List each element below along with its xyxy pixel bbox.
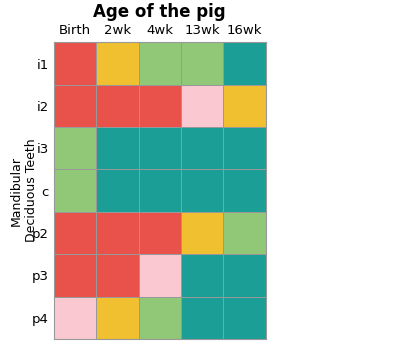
Bar [96, 85, 139, 127]
Bar [139, 254, 181, 297]
Bar [181, 212, 223, 254]
Bar [223, 42, 266, 85]
FancyBboxPatch shape [282, 182, 293, 211]
Text: not erupted: not erupted [303, 89, 372, 102]
Bar [181, 42, 223, 85]
Bar [181, 127, 223, 169]
Bar [139, 212, 181, 254]
FancyBboxPatch shape [282, 131, 293, 161]
Bar [223, 297, 266, 339]
Bar [223, 169, 266, 212]
Bar [96, 42, 139, 85]
Bar [181, 85, 223, 127]
Bar [54, 42, 96, 85]
Bar [54, 169, 96, 212]
Bar [181, 297, 223, 339]
Bar [96, 212, 139, 254]
Bar [54, 212, 96, 254]
Bar [139, 42, 181, 85]
Bar [223, 212, 266, 254]
Bar [96, 127, 139, 169]
Bar [139, 127, 181, 169]
Bar [139, 297, 181, 339]
Bar [139, 169, 181, 212]
Bar [54, 254, 96, 297]
Bar [96, 169, 139, 212]
Text: >3/4 crown erupted: >3/4 crown erupted [303, 291, 400, 304]
Bar [223, 254, 266, 297]
Bar [54, 85, 96, 127]
Bar [223, 127, 266, 169]
Bar [96, 297, 139, 339]
FancyBboxPatch shape [282, 282, 293, 312]
FancyBboxPatch shape [282, 81, 293, 110]
Text: about to erupt: about to erupt [303, 140, 388, 152]
Bar [181, 169, 223, 212]
Bar [181, 254, 223, 297]
Bar [139, 85, 181, 127]
Title: Age of the pig: Age of the pig [94, 4, 226, 22]
Bar [96, 254, 139, 297]
Text: <1/2 crown erupted: <1/2 crown erupted [303, 190, 400, 203]
Bar [54, 127, 96, 169]
Bar [223, 85, 266, 127]
Bar [54, 297, 96, 339]
FancyBboxPatch shape [282, 232, 293, 262]
Text: >1/2 crown erupted: >1/2 crown erupted [303, 240, 400, 253]
Y-axis label: Mandibular
Deciduous Teeth: Mandibular Deciduous Teeth [10, 139, 38, 243]
